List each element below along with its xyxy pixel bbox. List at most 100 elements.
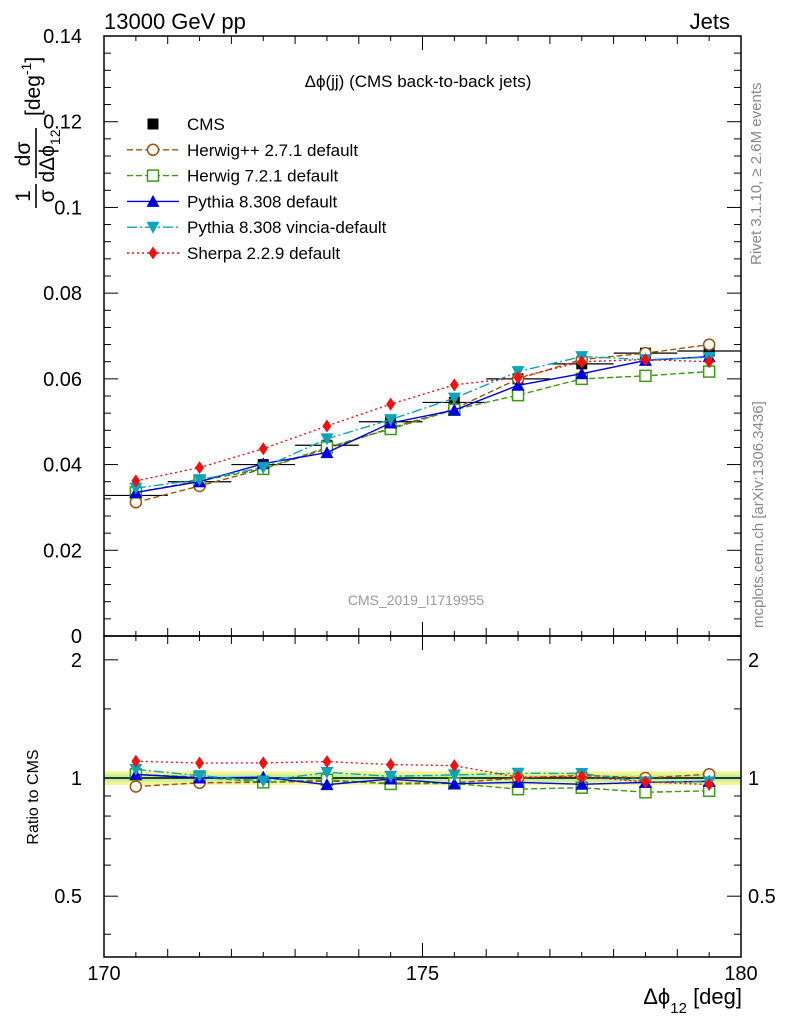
- y-label-d-den: dΔϕ12: [36, 129, 63, 182]
- ratio-point: [449, 759, 459, 773]
- ratio-point: [447, 769, 461, 782]
- analysis-watermark: CMS_2019_I1719955: [348, 592, 484, 608]
- ratio-point: [258, 756, 268, 770]
- ratio-line: [135, 773, 710, 793]
- ratio-y-label: Ratio to CMS: [25, 749, 42, 844]
- x-axis-label: Δϕ12 [deg]: [643, 984, 742, 1017]
- rivet-caption: Rivet 3.1.10, ≥ 2.6M events: [748, 83, 765, 266]
- ratio-point: [320, 766, 334, 779]
- series-point: [704, 355, 714, 369]
- header-left: 13000 GeV pp: [104, 9, 246, 34]
- series-point: [511, 378, 525, 391]
- header-right: Jets: [690, 9, 730, 34]
- series-point: [320, 446, 334, 459]
- ratio-tick-label-right: 1: [748, 768, 759, 790]
- ratio-point: [195, 756, 205, 770]
- mcplots-caption: mcplots.cern.ch [arXiv:1306.3436]: [750, 401, 767, 628]
- legend-entry: Herwig 7.2.1 default: [127, 167, 338, 186]
- series-point: [447, 392, 461, 405]
- y-tick-label: 0: [71, 626, 82, 648]
- ratio-point: [577, 770, 587, 784]
- ratio-point: [320, 778, 334, 791]
- plot-title: Δϕ(jj) (CMS back-to-back jets): [305, 72, 532, 91]
- ratio-point: [129, 763, 143, 776]
- legend-label: CMS: [187, 115, 225, 134]
- series-pythia-8-308-vincia-default: [129, 351, 716, 495]
- legend-entry: Pythia 8.308 default: [127, 192, 338, 211]
- ratio-point: [131, 754, 141, 768]
- y-tick-label: 0.06: [43, 369, 82, 391]
- legend-marker: [146, 221, 160, 234]
- legend-entry: Sherpa 2.2.9 default: [127, 244, 340, 263]
- ratio-point: [639, 786, 652, 799]
- series-point: [258, 442, 268, 456]
- y-tick-label: 0.1: [54, 197, 82, 219]
- series-line: [135, 343, 710, 503]
- series-point: [193, 474, 207, 487]
- y-label-unit: [deg-1]: [18, 57, 45, 116]
- series-sherpa-2-2-9-default: [131, 353, 714, 488]
- series-point: [195, 461, 205, 475]
- y-label-d-num: dσ: [12, 142, 35, 167]
- series-point: [386, 397, 396, 411]
- y-tick-label: 0.04: [43, 455, 82, 477]
- x-tick-label: 175: [406, 963, 439, 985]
- legend-entry-cms: CMS: [147, 115, 225, 134]
- ratio-series: [129, 754, 716, 799]
- series-point: [131, 474, 141, 488]
- series-line: [135, 358, 710, 482]
- ratio-point: [513, 770, 523, 784]
- ratio-line: [135, 773, 710, 786]
- series-point: [513, 371, 523, 385]
- y-tick-label: 0.08: [43, 283, 82, 305]
- x-tick-label: 170: [87, 963, 120, 985]
- legend-label: Pythia 8.308 vincia-default: [187, 218, 387, 237]
- x-tick-label: 180: [724, 963, 757, 985]
- y-tick-label: 0.12: [43, 112, 82, 134]
- ratio-point: [193, 770, 207, 783]
- legend-label: Herwig 7.2.1 default: [187, 167, 338, 186]
- ratio-tick-label-right: 0.5: [748, 886, 776, 908]
- series-herwig-7-2-1-default: [129, 365, 716, 499]
- legend-label: Herwig++ 2.7.1 default: [187, 141, 358, 160]
- ratio-point: [384, 770, 398, 783]
- ratio-point: [386, 758, 396, 772]
- legend-entry: Herwig++ 2.7.1 default: [127, 141, 358, 160]
- ratio-point: [575, 777, 589, 790]
- ratio-point: [129, 780, 143, 793]
- legend-marker: [146, 143, 160, 157]
- legend-label: Pythia 8.308 default: [187, 192, 338, 211]
- series-point: [322, 419, 332, 433]
- legend: CMS Herwig++ 2.7.1 default Herwig 7.2.1 de…: [127, 115, 387, 263]
- ratio-point: [447, 777, 461, 790]
- series-line: [135, 355, 710, 494]
- series-point: [575, 367, 589, 380]
- ratio-tick-label: 2: [71, 650, 82, 672]
- y-tick-label: 0.02: [43, 540, 82, 562]
- ratio-point: [322, 755, 332, 769]
- series-line: [135, 370, 710, 494]
- series-point: [639, 369, 652, 383]
- main-series: [104, 338, 741, 509]
- axis-ticks: [103, 35, 742, 957]
- legend-marker: [146, 194, 160, 207]
- ratio-line: [135, 768, 710, 783]
- y-tick-label: 0.14: [43, 26, 82, 48]
- tick-labels: 170 175 180 0 0.02 0.04 0.06 0.08 0.1 0.12 0.14 0.5…: [43, 26, 776, 985]
- series-point: [256, 462, 270, 475]
- series-point: [320, 433, 334, 446]
- series-point: [511, 388, 525, 402]
- series-point: [384, 414, 398, 427]
- series-line: [135, 355, 710, 489]
- legend-entry: Pythia 8.308 vincia-default: [127, 218, 387, 237]
- ratio-series-sherpa-2-2-9-default: [131, 754, 714, 792]
- legend-label: Sherpa 2.2.9 default: [187, 244, 340, 263]
- ratio-tick-label: 0.5: [54, 886, 82, 908]
- ratio-tick-label: 1: [71, 768, 82, 790]
- ratio-tick-label-right: 2: [748, 650, 759, 672]
- series-point: [702, 338, 716, 351]
- series-point: [577, 355, 587, 369]
- ratio-line: [135, 760, 710, 786]
- legend-marker: [146, 169, 160, 182]
